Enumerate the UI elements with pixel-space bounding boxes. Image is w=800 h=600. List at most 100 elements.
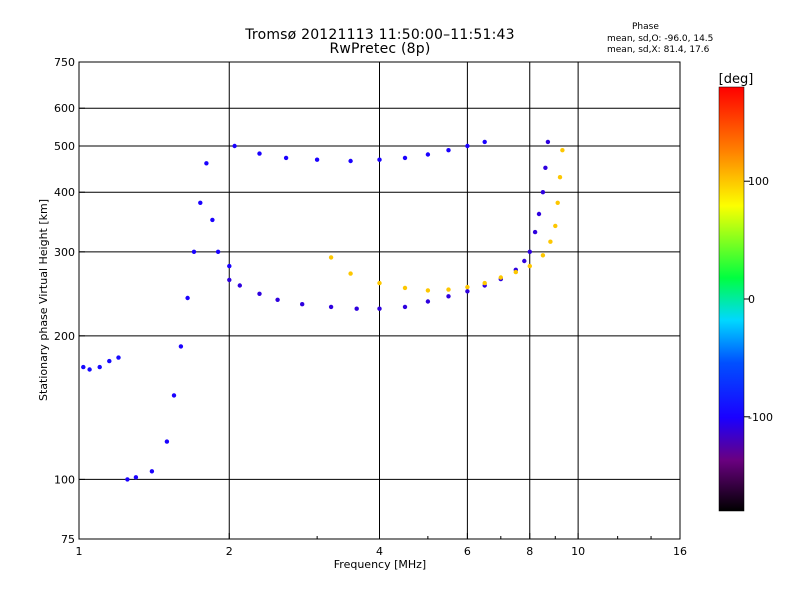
data-point bbox=[348, 271, 353, 276]
data-point bbox=[204, 161, 209, 166]
x-tick-label: 8 bbox=[526, 545, 533, 558]
y-axis-label: Stationary phase Virtual Height [km] bbox=[37, 199, 50, 401]
phase-x-values: 81.4, 17.6 bbox=[663, 45, 710, 55]
data-point bbox=[107, 358, 112, 364]
data-point bbox=[540, 190, 546, 195]
colorbar-tick-label: 0 bbox=[748, 293, 755, 306]
colorbar-ticks: 100 0 -100 bbox=[744, 175, 773, 424]
data-point bbox=[557, 175, 563, 180]
data-point bbox=[97, 364, 102, 370]
data-point bbox=[402, 155, 408, 161]
x-axis-label: Frequency [MHz] bbox=[334, 558, 426, 571]
data-point bbox=[257, 291, 262, 296]
data-point bbox=[198, 200, 203, 205]
series-1 bbox=[328, 148, 565, 293]
y-tick-label: 500 bbox=[54, 140, 75, 153]
data-point bbox=[87, 367, 92, 372]
y-axis: 75 100 200 300 400 500 600 750 bbox=[54, 56, 85, 546]
data-point bbox=[446, 287, 451, 292]
data-point bbox=[513, 269, 518, 275]
series-2 bbox=[232, 139, 487, 164]
data-point bbox=[498, 275, 503, 280]
data-point bbox=[527, 263, 532, 269]
data-point bbox=[555, 200, 560, 205]
data-point bbox=[81, 364, 86, 370]
data-point bbox=[377, 306, 382, 311]
data-point bbox=[482, 139, 487, 145]
data-point bbox=[446, 294, 451, 299]
data-point bbox=[300, 302, 305, 307]
data-point bbox=[527, 249, 532, 254]
phase-o-label: mean, sd,O: bbox=[607, 34, 662, 44]
y-tick-label: 600 bbox=[54, 102, 75, 115]
data-point bbox=[425, 288, 431, 293]
x-tick-label: 16 bbox=[673, 545, 687, 558]
data-point bbox=[133, 475, 139, 480]
phase-info-title: Phase bbox=[632, 22, 659, 32]
colorbar-tick-label: 100 bbox=[748, 175, 769, 188]
data-point bbox=[348, 158, 353, 164]
x-tick-label: 1 bbox=[76, 545, 83, 558]
data-point bbox=[532, 229, 538, 235]
data-point bbox=[545, 139, 551, 145]
data-point bbox=[465, 289, 470, 294]
data-point bbox=[328, 255, 334, 260]
data-point bbox=[210, 217, 215, 223]
x-axis: 1 2 4 6 8 10 16 bbox=[76, 533, 687, 558]
data-point bbox=[465, 284, 470, 290]
data-point bbox=[185, 295, 190, 301]
data-point bbox=[377, 157, 382, 162]
data-point bbox=[425, 152, 431, 157]
phase-colorbar bbox=[718, 86, 745, 512]
data-point bbox=[402, 285, 408, 291]
y-tick-label: 750 bbox=[54, 56, 75, 69]
y-tick-label: 100 bbox=[54, 473, 75, 486]
data-point bbox=[125, 477, 130, 482]
data-points bbox=[81, 139, 565, 482]
data-point bbox=[560, 148, 565, 153]
data-point bbox=[171, 393, 177, 398]
data-point bbox=[465, 143, 470, 149]
data-point bbox=[446, 148, 451, 153]
data-point bbox=[314, 157, 320, 162]
data-point bbox=[482, 280, 487, 286]
y-tick-label: 300 bbox=[54, 246, 75, 259]
series-3 bbox=[125, 161, 232, 482]
y-tick-label: 400 bbox=[54, 186, 75, 199]
data-point bbox=[522, 258, 527, 264]
data-point bbox=[215, 249, 221, 254]
data-point bbox=[328, 304, 334, 310]
data-point bbox=[540, 253, 546, 258]
series-0 bbox=[227, 139, 551, 311]
data-point bbox=[553, 223, 558, 229]
colorbar-tick-label: -100 bbox=[748, 411, 773, 424]
data-point bbox=[232, 143, 237, 149]
data-point bbox=[377, 280, 382, 286]
data-point bbox=[536, 211, 542, 217]
data-point bbox=[543, 165, 548, 170]
data-point bbox=[275, 297, 280, 302]
data-point bbox=[237, 283, 242, 288]
series-4 bbox=[81, 355, 121, 372]
chart-title-line-1: Tromsø 20121113 11:50:00–11:51:43 bbox=[245, 27, 515, 43]
data-point bbox=[425, 299, 431, 304]
data-point bbox=[227, 263, 232, 269]
data-point bbox=[354, 306, 359, 311]
phase-info-o-mode: mean, sd,O: -96.0, 14.5 bbox=[607, 34, 713, 44]
x-tick-label: 6 bbox=[464, 545, 471, 558]
phase-x-label: mean, sd,X: bbox=[607, 45, 661, 55]
phase-o-values: -96.0, 14.5 bbox=[664, 34, 714, 44]
data-point bbox=[283, 155, 289, 161]
data-point bbox=[227, 277, 232, 283]
y-tick-label: 200 bbox=[54, 330, 75, 343]
data-point bbox=[149, 469, 155, 474]
chart-title-line-2: RwPretec (8p) bbox=[329, 41, 431, 57]
phase-info-x-mode: mean, sd,X: 81.4, 17.6 bbox=[607, 45, 709, 55]
x-tick-label: 4 bbox=[376, 545, 383, 558]
grid-lines bbox=[79, 62, 680, 539]
data-point bbox=[191, 249, 197, 254]
data-point bbox=[257, 151, 262, 156]
data-point bbox=[116, 355, 121, 360]
data-point bbox=[164, 439, 170, 444]
